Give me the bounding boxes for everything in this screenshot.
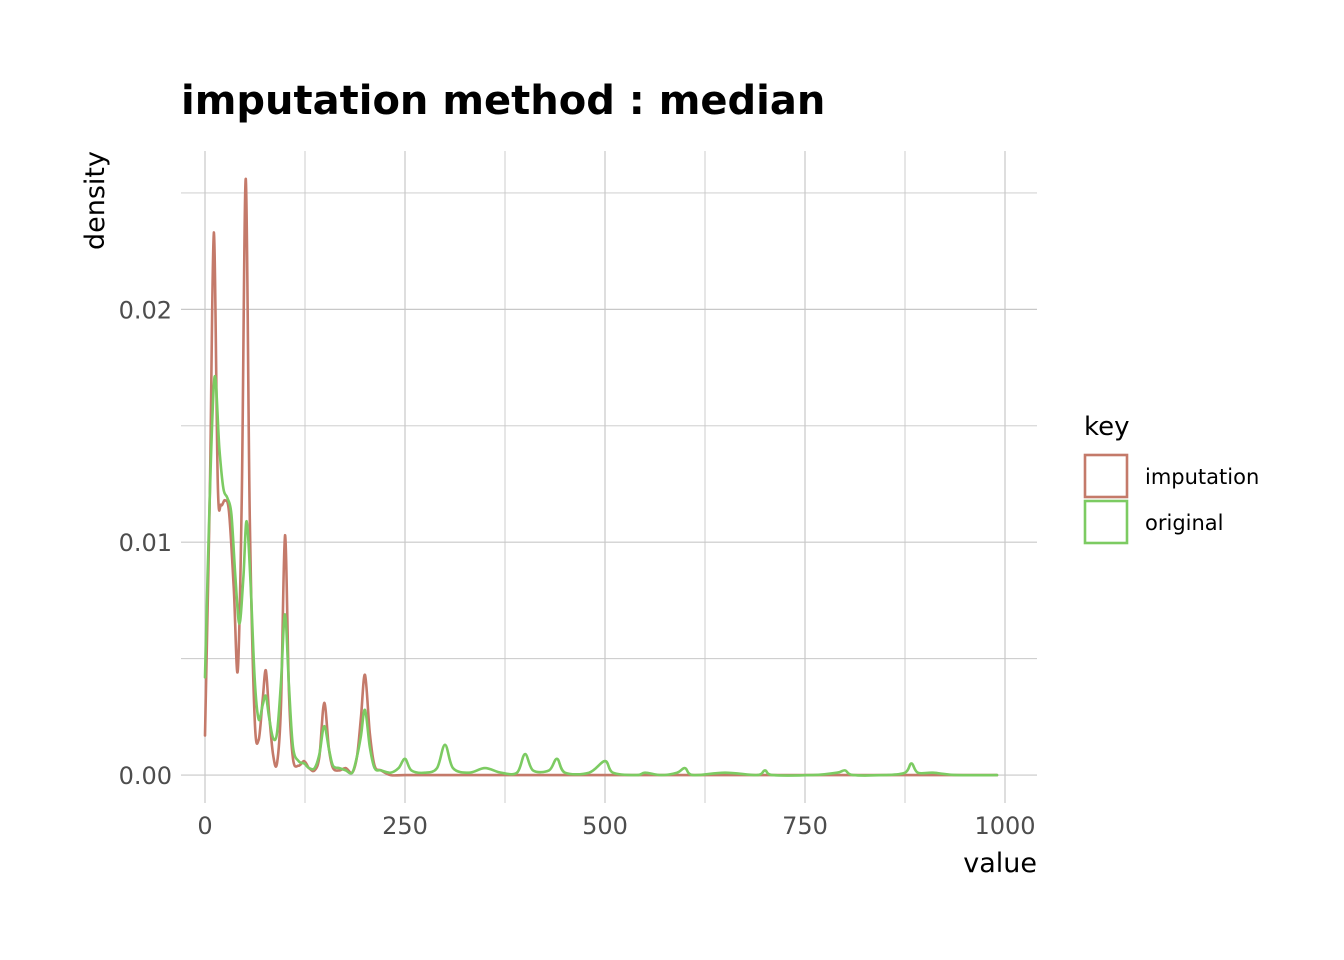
y-tick-label: 0.00 (119, 762, 172, 790)
legend-label-original: original (1145, 511, 1224, 535)
x-tick-label: 750 (782, 812, 828, 840)
y-axis-ticks: 0.00 0.01 0.02 (119, 296, 172, 790)
chart-title: imputation method : median (181, 78, 825, 124)
legend-label-imputation: imputation (1145, 465, 1259, 489)
x-axis-title: value (963, 848, 1037, 879)
y-tick-label: 0.01 (119, 529, 172, 557)
y-axis-title: density (80, 151, 111, 250)
legend: key imputation original (1083, 412, 1259, 545)
y-tick-label: 0.02 (119, 296, 172, 324)
x-axis-ticks: 0 250 500 750 1000 (197, 812, 1035, 840)
series-line-original (203, 375, 999, 777)
legend-key-original (1083, 499, 1129, 545)
x-tick-label: 500 (582, 812, 628, 840)
series-line-imputation (203, 177, 999, 777)
x-tick-label: 1000 (974, 812, 1035, 840)
plot-grid (181, 151, 1037, 803)
series-layer (203, 177, 999, 777)
x-tick-label: 250 (382, 812, 428, 840)
x-tick-label: 0 (197, 812, 212, 840)
legend-title: key (1084, 412, 1130, 442)
legend-key-imputation (1083, 453, 1129, 499)
